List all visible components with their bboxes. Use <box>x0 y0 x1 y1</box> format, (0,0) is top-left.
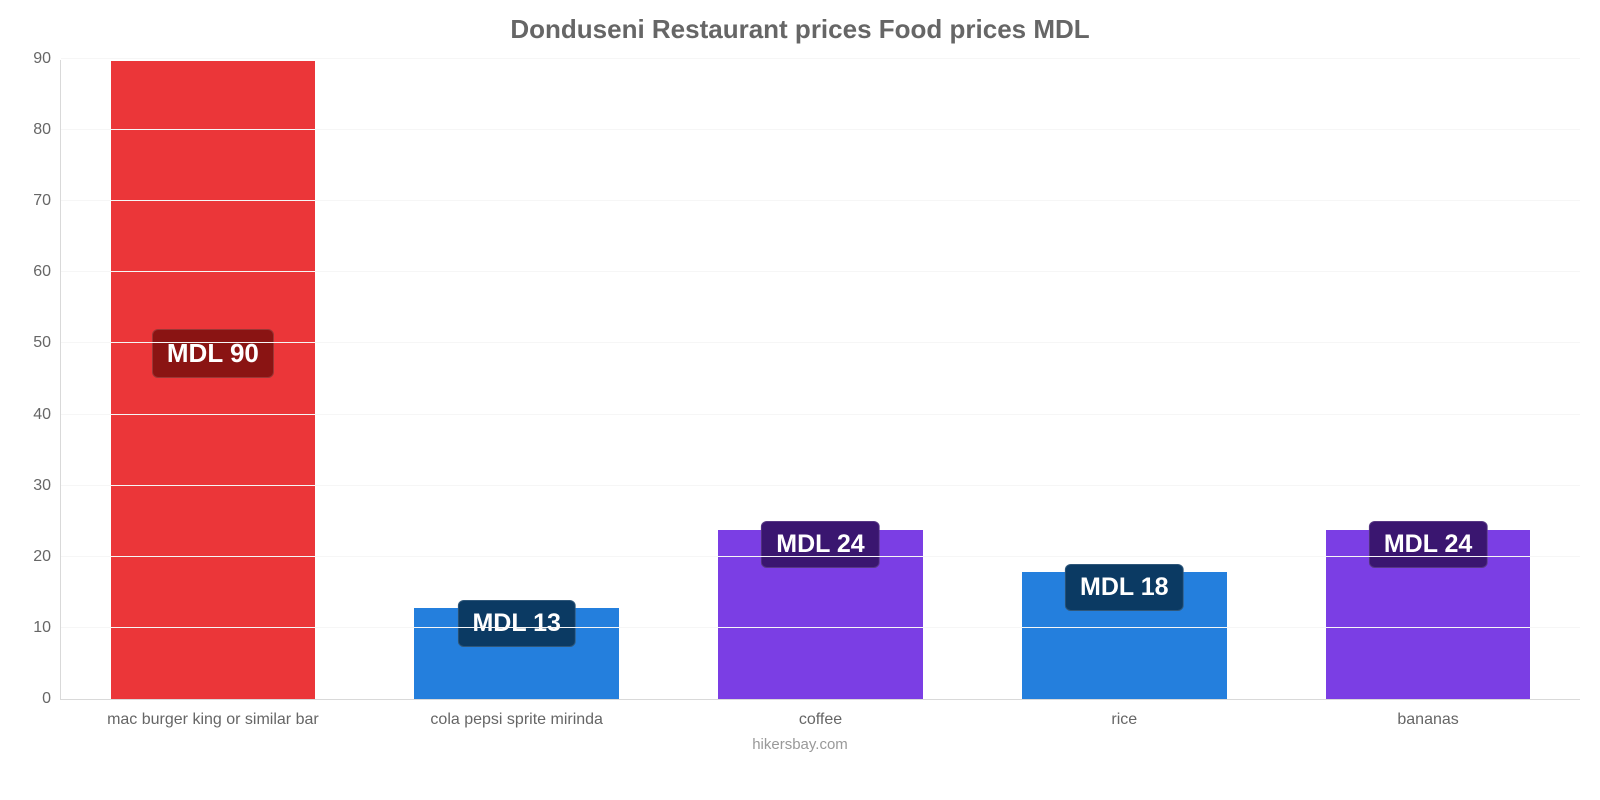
bar-chart: Donduseni Restaurant prices Food prices … <box>0 0 1600 800</box>
plot-area: MDL 90mac burger king or similar barMDL … <box>60 60 1580 700</box>
credit-text: hikersbay.com <box>752 736 848 753</box>
grid-line <box>61 485 1580 486</box>
x-tick-label: bananas <box>1397 699 1458 729</box>
bar-value-badge: MDL 18 <box>1065 564 1183 611</box>
bars-container: MDL 90mac burger king or similar barMDL … <box>61 60 1580 699</box>
bar-slot: MDL 90mac burger king or similar bar <box>61 60 365 699</box>
y-tick-label: 80 <box>33 121 61 139</box>
y-tick-label: 20 <box>33 548 61 566</box>
grid-line <box>61 414 1580 415</box>
grid-line <box>61 58 1580 59</box>
x-tick-label: coffee <box>799 699 842 729</box>
y-tick-label: 70 <box>33 192 61 210</box>
y-tick-label: 30 <box>33 477 61 495</box>
x-tick-label: cola pepsi sprite mirinda <box>430 699 603 729</box>
y-tick-label: 90 <box>33 50 61 68</box>
y-tick-label: 40 <box>33 406 61 424</box>
grid-line <box>61 627 1580 628</box>
grid-line <box>61 200 1580 201</box>
bar-value-badge: MDL 13 <box>457 600 575 647</box>
bar-slot: MDL 24coffee <box>669 60 973 699</box>
bar-slot: MDL 13cola pepsi sprite mirinda <box>365 60 669 699</box>
grid-line <box>61 556 1580 557</box>
y-tick-label: 50 <box>33 334 61 352</box>
bar <box>110 60 317 699</box>
bar-value-badge: MDL 90 <box>152 329 274 378</box>
y-tick-label: 60 <box>33 263 61 281</box>
bar-slot: MDL 18rice <box>972 60 1276 699</box>
y-tick-label: 0 <box>42 690 61 708</box>
bar-slot: MDL 24bananas <box>1276 60 1580 699</box>
chart-title: Donduseni Restaurant prices Food prices … <box>0 0 1600 45</box>
grid-line <box>61 271 1580 272</box>
x-tick-label: rice <box>1111 699 1137 729</box>
x-tick-label: mac burger king or similar bar <box>107 699 319 729</box>
y-tick-label: 10 <box>33 619 61 637</box>
grid-line <box>61 342 1580 343</box>
grid-line <box>61 129 1580 130</box>
bar-value-badge: MDL 24 <box>761 521 879 568</box>
bar-value-badge: MDL 24 <box>1369 521 1487 568</box>
